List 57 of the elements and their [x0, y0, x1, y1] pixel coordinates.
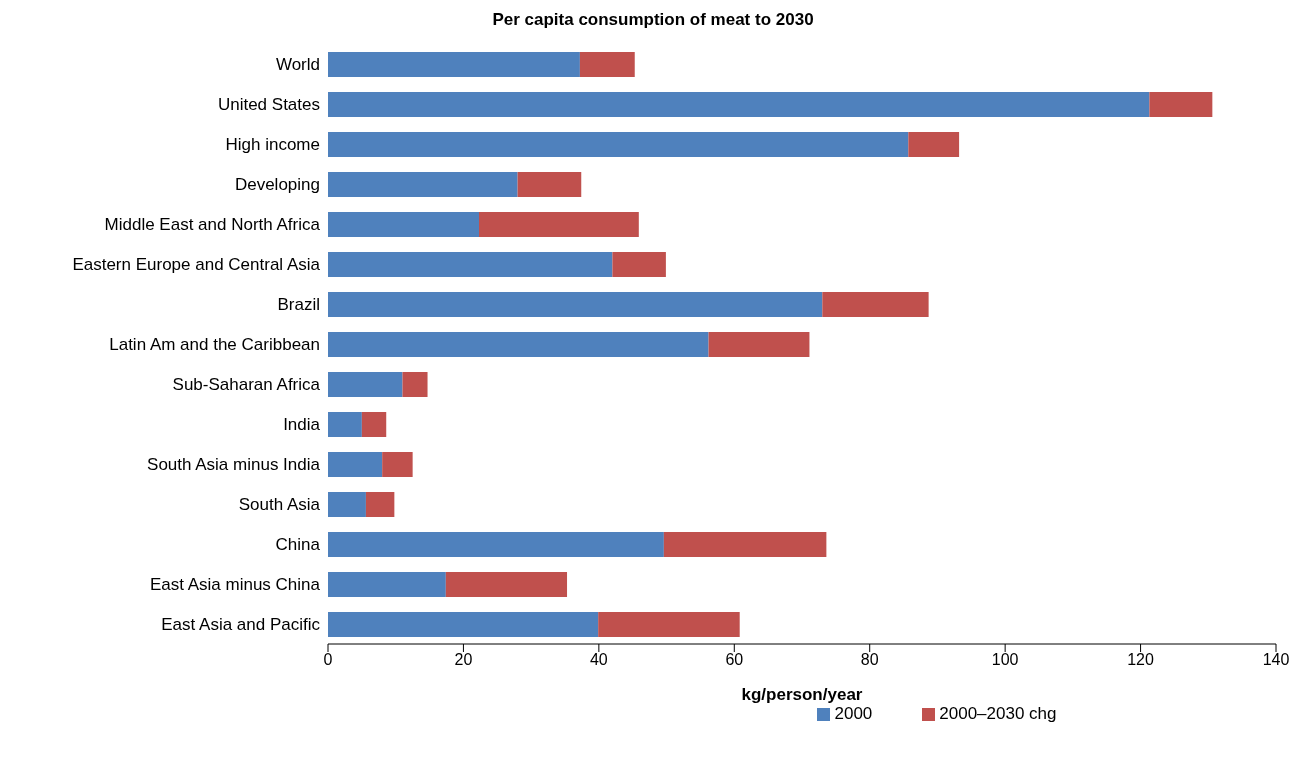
bar	[328, 412, 362, 437]
y-tick-label: India	[283, 415, 321, 435]
legend-label: 2000–2030 chg	[939, 704, 1057, 723]
y-tick-label: High income	[225, 135, 320, 155]
bar	[328, 252, 613, 277]
bar	[328, 52, 580, 77]
y-tick-label: Brazil	[277, 295, 320, 315]
bar	[708, 332, 810, 357]
y-tick-label: Developing	[234, 175, 320, 195]
y-tick-label: South Asia minus India	[147, 455, 321, 475]
bar	[479, 212, 639, 237]
x-tick-label: 140	[1262, 651, 1290, 669]
y-tick-label: China	[275, 535, 321, 555]
x-tick-label: 80	[860, 651, 879, 669]
bar	[328, 292, 823, 317]
bar	[328, 92, 1150, 117]
x-tick-label: 60	[725, 651, 744, 669]
bar	[328, 492, 366, 517]
bar	[908, 132, 960, 157]
bar	[328, 212, 479, 237]
bar	[328, 612, 599, 637]
bar	[1149, 92, 1213, 117]
legend-label: 2000	[834, 704, 873, 723]
bar	[663, 532, 827, 557]
y-tick-label: Sub-Saharan Africa	[172, 375, 321, 395]
x-tick-label: 0	[323, 651, 333, 669]
x-tick-label: 100	[991, 651, 1019, 669]
y-tick-label: United States	[217, 95, 320, 115]
bar	[579, 52, 635, 77]
bar	[328, 452, 383, 477]
bar	[328, 572, 446, 597]
x-tick-label: 120	[1127, 651, 1155, 669]
y-tick-label: East Asia and Pacific	[161, 615, 321, 635]
bar	[328, 332, 709, 357]
bar	[517, 172, 582, 197]
y-tick-label: Latin Am and the Caribbean	[109, 335, 320, 355]
y-tick-label: East Asia minus China	[149, 575, 321, 595]
bar	[612, 252, 666, 277]
bar	[822, 292, 929, 317]
bar	[365, 492, 395, 517]
x-tick-label: 20	[454, 651, 473, 669]
y-tick-label: World	[275, 55, 320, 75]
bar	[328, 132, 909, 157]
bar	[598, 612, 740, 637]
y-tick-label: Middle East and North Africa	[104, 215, 321, 235]
chart-title: Per capita consumption of meat to 2030	[491, 10, 815, 30]
bar	[382, 452, 413, 477]
y-tick-label: South Asia	[238, 495, 321, 515]
y-tick-label: Eastern Europe and Central Asia	[72, 255, 321, 275]
bar	[328, 532, 664, 557]
bar	[445, 572, 568, 597]
bar	[361, 412, 387, 437]
bar	[328, 372, 403, 397]
x-axis-title: kg/person/year	[741, 685, 863, 704]
x-tick-label: 40	[589, 651, 608, 669]
bar	[402, 372, 428, 397]
bar	[328, 172, 518, 197]
